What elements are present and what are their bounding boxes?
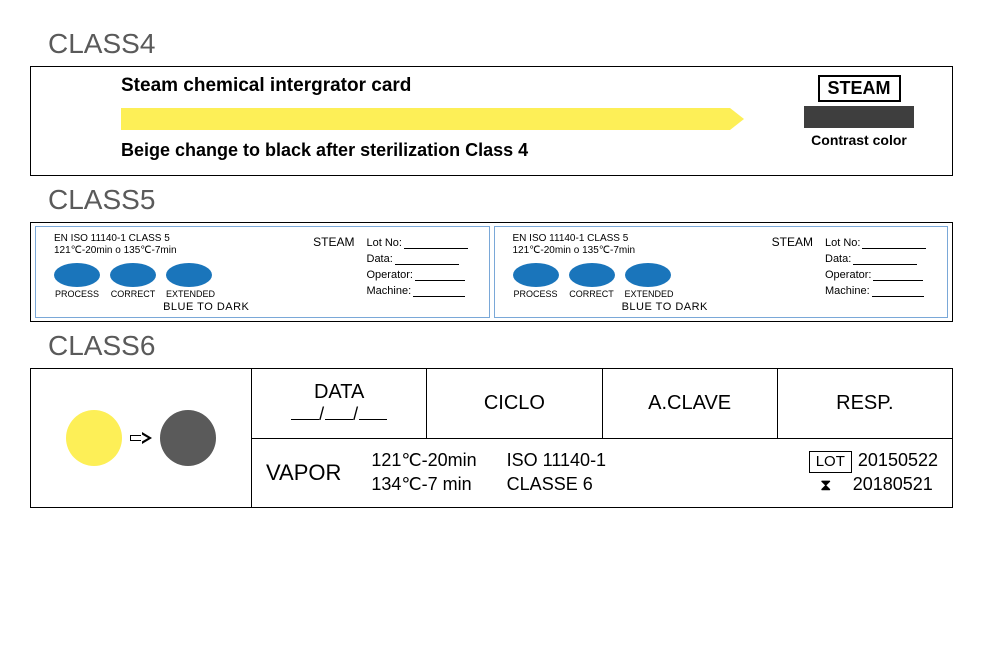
ovals-row: PROCESS CORRECT EXTENDED: [54, 263, 359, 299]
class4-card: Steam chemical intergrator card STEAM Be…: [30, 66, 953, 176]
iso-line1: EN ISO 11140-1 CLASS 5: [513, 233, 636, 245]
lot-block: LOT 20150522 ⧗ 20180521: [809, 449, 938, 496]
arrow-icon: [130, 432, 152, 444]
oval-label: PROCESS: [54, 289, 100, 299]
oval-correct: CORRECT: [569, 263, 615, 299]
steam-box: STEAM: [818, 75, 901, 102]
oval-correct: CORRECT: [110, 263, 156, 299]
steam-text: STEAM: [313, 235, 354, 249]
header-data: DATA //: [252, 369, 427, 438]
oval-extended: EXTENDED: [166, 263, 215, 299]
field-operator: Operator:: [825, 269, 937, 281]
hourglass-icon: ⧗: [809, 476, 843, 497]
header-aclave: A.CLAVE: [603, 369, 778, 438]
oval-process: PROCESS: [54, 263, 100, 299]
fields-block: Lot No: Data: Operator: Machine:: [359, 233, 479, 313]
indicator-arrow: [121, 108, 744, 130]
field-lot: Lot No:: [825, 237, 937, 249]
color-change-graphic: [31, 369, 251, 507]
field-operator: Operator:: [367, 269, 479, 281]
vapor-label: VAPOR: [266, 460, 341, 486]
iso-line1: EN ISO 11140-1 CLASS 5: [54, 233, 177, 245]
field-machine: Machine:: [825, 285, 937, 297]
class4-title: Steam chemical intergrator card: [121, 75, 784, 97]
iso-text: EN ISO 11140-1 CLASS 5 121℃-20min o 135℃…: [54, 233, 177, 257]
class4-subtitle: Beige change to black after sterilizatio…: [121, 140, 784, 161]
class5-half-left: EN ISO 11140-1 CLASS 5 121℃-20min o 135℃…: [35, 226, 490, 318]
field-data: Data:: [367, 253, 479, 265]
oval-process: PROCESS: [513, 263, 559, 299]
field-data: Data:: [825, 253, 937, 265]
oval-label: CORRECT: [569, 289, 615, 299]
lot-box: LOT: [809, 451, 852, 473]
header-ciclo: CICLO: [427, 369, 602, 438]
blue-to-dark: BLUE TO DARK: [54, 301, 359, 313]
contrast-label: Contrast color: [784, 132, 934, 148]
oval-label: EXTENDED: [625, 289, 674, 299]
circle-after: [160, 410, 216, 466]
ovals-row: PROCESS CORRECT EXTENDED: [513, 263, 818, 299]
iso-text: EN ISO 11140-1 CLASS 5 121℃-20min o 135℃…: [513, 233, 636, 257]
temp1: 121℃-20min: [371, 449, 476, 472]
oval-label: EXTENDED: [166, 289, 215, 299]
iso1: ISO 11140-1: [507, 449, 809, 472]
circle-before: [66, 410, 122, 466]
iso-line2: 121℃-20min o 135℃-7min: [54, 245, 177, 257]
header-resp: RESP.: [778, 369, 952, 438]
lot-value: 20150522: [858, 450, 938, 470]
oval-extended: EXTENDED: [625, 263, 674, 299]
iso-line2: 121℃-20min o 135℃-7min: [513, 245, 636, 257]
oval-label: PROCESS: [513, 289, 559, 299]
blue-to-dark: BLUE TO DARK: [513, 301, 818, 313]
contrast-color-block: [804, 106, 914, 128]
fields-block: Lot No: Data: Operator: Machine:: [817, 233, 937, 313]
exp-value: 20180521: [853, 474, 933, 494]
class5-label: CLASS5: [48, 184, 953, 216]
iso-block: ISO 11140-1 CLASSE 6: [507, 449, 809, 496]
iso2: CLASSE 6: [507, 473, 809, 496]
class5-half-right: EN ISO 11140-1 CLASS 5 121℃-20min o 135℃…: [494, 226, 949, 318]
field-machine: Machine:: [367, 285, 479, 297]
temp-block: 121℃-20min 134℃-7 min: [371, 449, 476, 496]
class5-card: EN ISO 11140-1 CLASS 5 121℃-20min o 135℃…: [30, 222, 953, 322]
class6-info-row: VAPOR 121℃-20min 134℃-7 min ISO 11140-1 …: [251, 439, 952, 508]
steam-text: STEAM: [772, 235, 813, 249]
oval-label: CORRECT: [110, 289, 156, 299]
class4-label: CLASS4: [48, 28, 953, 60]
class6-label: CLASS6: [48, 330, 953, 362]
field-lot: Lot No:: [367, 237, 479, 249]
class6-card: DATA // CICLO A.CLAVE RESP. VAPOR 121℃-2…: [30, 368, 953, 508]
temp2: 134℃-7 min: [371, 473, 476, 496]
class6-header-row: DATA // CICLO A.CLAVE RESP.: [251, 369, 952, 439]
